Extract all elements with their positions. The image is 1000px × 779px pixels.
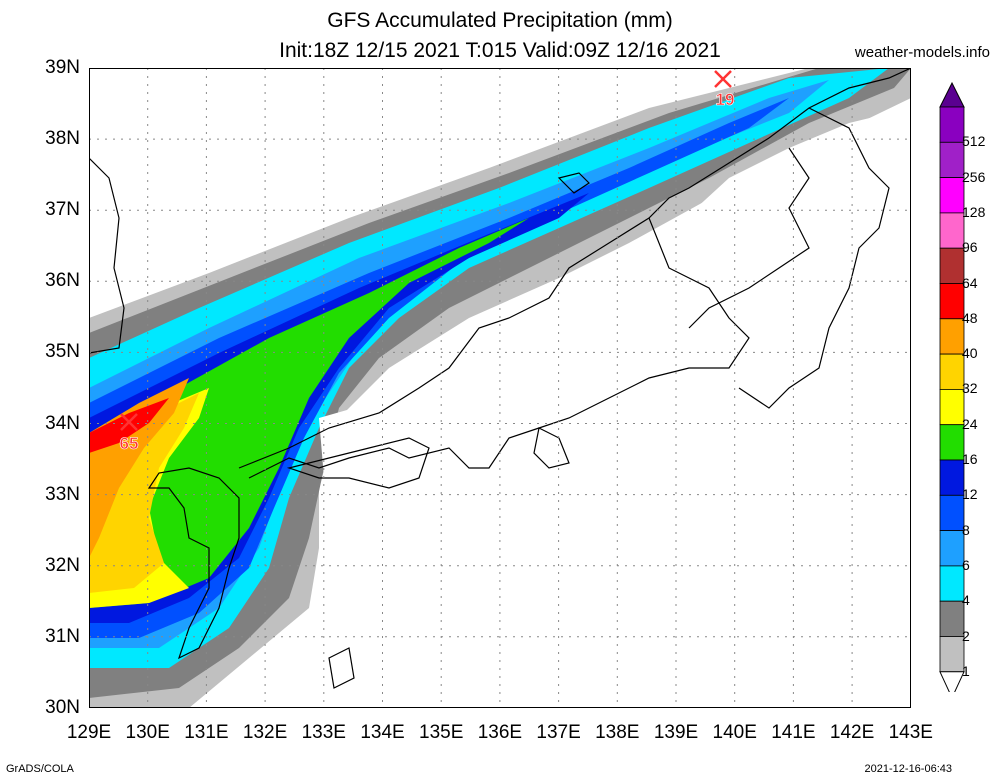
legend-swatch (939, 494, 965, 531)
legend-label: 16 (962, 451, 978, 467)
lat-label: 38N (45, 128, 80, 150)
legend-swatch (939, 388, 965, 426)
lon-label: 133E (301, 722, 346, 743)
coastlines (89, 68, 911, 689)
legend-label: 12 (962, 486, 978, 503)
max-marker-west-label: 65 (120, 434, 139, 453)
legend-swatch (939, 565, 965, 602)
lon-label: 134E (360, 722, 405, 743)
legend-label: 24 (962, 415, 978, 432)
legend-label: 2 (962, 627, 970, 644)
footer-software: GrADS/COLA (6, 763, 74, 775)
lon-label: 138E (595, 722, 640, 743)
legend-cap-top (939, 82, 965, 108)
legend-label: 128 (962, 203, 986, 220)
lon-label: 131E (184, 722, 229, 743)
legend-label: 256 (962, 168, 986, 185)
max-marker-east-label: 19 (716, 90, 735, 109)
lon-label: 139E (653, 722, 699, 743)
legend-label: 8 (962, 521, 970, 538)
lon-label: 129E (66, 722, 112, 743)
legend-label: 64 (962, 274, 978, 291)
legend-swatch (939, 636, 965, 673)
legend-swatch (939, 177, 965, 214)
legend-swatch (939, 530, 965, 567)
lon-label: 136E (477, 722, 523, 743)
legend-swatch (939, 353, 965, 390)
lat-label: 37N (45, 199, 80, 221)
legend-label: 512 (962, 133, 986, 150)
lon-label: 132E (242, 722, 288, 743)
legend-cap-bottom (939, 671, 965, 692)
legend-swatch (939, 318, 965, 355)
legend-label: 4 (962, 592, 970, 609)
legend-label: 1 (962, 662, 970, 679)
legend-swatch (939, 247, 965, 284)
legend-swatch (939, 106, 965, 143)
legend-swatch (939, 424, 965, 461)
precip-band-red (89, 398, 169, 453)
lon-label: 135E (419, 722, 464, 743)
lon-label: 141E (771, 722, 816, 743)
legend-swatch (939, 141, 965, 178)
site-credit: weather-models.info (854, 44, 990, 61)
legend-label: 96 (962, 239, 978, 256)
lat-label: 36N (45, 270, 80, 292)
legend-label: 40 (962, 345, 978, 362)
legend-swatch (939, 212, 965, 249)
gridlines (89, 68, 911, 708)
lon-label: 140E (712, 722, 757, 743)
legend-label: 48 (962, 309, 978, 326)
lon-label: 142E (829, 722, 875, 743)
lon-label: 130E (125, 722, 170, 743)
legend-label: 6 (962, 556, 970, 573)
max-marker-east: 19 (714, 70, 735, 109)
precip-band-green (89, 218, 529, 608)
precip-band-gray (89, 68, 911, 698)
map-title: GFS Accumulated Precipitation (mm) (327, 9, 673, 32)
lat-label: 30N (45, 696, 80, 718)
legend-swatch (939, 459, 965, 496)
lon-label: 143E (888, 722, 933, 743)
map-frame (89, 68, 911, 708)
land-dry-area (319, 108, 911, 708)
precipitation-map: 65 19 (89, 68, 911, 708)
color-legend (939, 82, 965, 692)
lon-label: 137E (536, 722, 581, 743)
map-subtitle: Init:18Z 12/15 2021 T:015 Valid:09Z 12/1… (279, 39, 721, 62)
max-marker-west: 65 (119, 413, 139, 453)
lat-label: 35N (45, 341, 80, 363)
lat-label: 39N (45, 57, 80, 78)
lat-label: 31N (45, 625, 80, 647)
lat-label: 34N (45, 412, 80, 434)
lat-label: 32N (45, 554, 80, 576)
footer-timestamp: 2021-12-16-06:43 (864, 763, 952, 775)
legend-swatch (939, 600, 965, 637)
legend-swatch (939, 283, 965, 320)
lat-label: 33N (45, 483, 80, 505)
legend-label: 32 (962, 380, 978, 397)
